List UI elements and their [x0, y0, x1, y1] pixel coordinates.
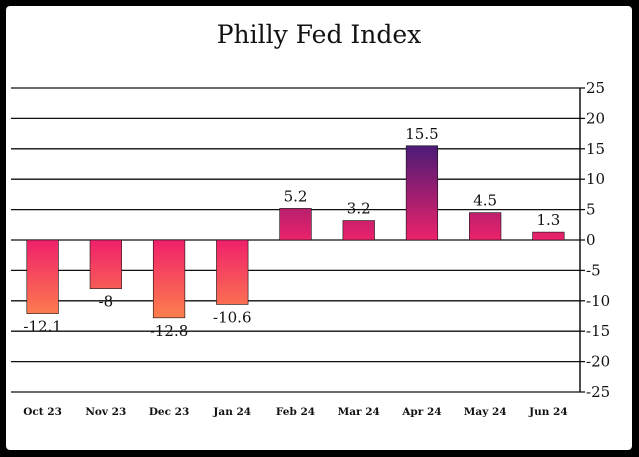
data-label: 4.5	[473, 192, 497, 210]
y-tick-label: 15	[586, 140, 605, 158]
bars	[26, 145, 565, 319]
x-tick-label: Nov 23	[85, 406, 126, 418]
y-tick-label: -20	[586, 353, 610, 371]
data-labels: -12.1 -8 -12.8 -10.6 5.2 3.2 15.5 4.5 1.3	[23, 125, 560, 340]
x-axis: Oct 23 Nov 23 Dec 23 Jan 24 Feb 24 Mar 24 Apr …	[23, 406, 567, 418]
bar-mar-24	[342, 220, 375, 241]
y-tick-label: -5	[586, 261, 601, 279]
y-tick-label: 25	[586, 79, 605, 97]
data-label: -12.1	[23, 318, 61, 336]
x-tick-label: Oct 23	[23, 406, 62, 418]
grid-lines	[11, 87, 580, 393]
bar-feb-24	[279, 208, 312, 241]
y-tick-label: -25	[586, 383, 610, 401]
x-tick-label: Feb 24	[276, 406, 315, 418]
data-label: -10.6	[213, 308, 251, 326]
y-tick-label: 0	[586, 231, 596, 249]
y-tick-label: 5	[586, 201, 596, 219]
y-axis: 25 20 15 10 5 0 -5 -10 -15 -20 -25	[579, 79, 610, 401]
x-tick-label: Jan 24	[212, 406, 251, 418]
data-label: 1.3	[536, 211, 560, 229]
bar-apr-24	[405, 145, 439, 241]
data-label: 5.2	[284, 187, 308, 205]
data-label: 3.2	[347, 200, 371, 218]
bar-jan-24	[216, 239, 249, 305]
x-tick-label: Apr 24	[401, 406, 441, 418]
y-tick-label: -15	[586, 322, 610, 340]
y-tick-label: 10	[586, 170, 605, 188]
y-tick-label: -10	[586, 292, 610, 310]
x-tick-label: Mar 24	[338, 406, 380, 418]
x-tick-label: Jun 24	[528, 406, 568, 418]
bar-nov-23	[89, 239, 122, 289]
bar-jun-24	[532, 231, 565, 241]
chart-frame: Philly Fed Index -12.1 -8 -12.8 -10.6 5.2 3.2…	[6, 6, 632, 450]
y-tick-label: 20	[586, 109, 605, 127]
bar-may-24	[469, 212, 502, 241]
data-label: -8	[99, 293, 114, 311]
x-tick-label: Dec 23	[149, 406, 189, 418]
bar-chart: -12.1 -8 -12.8 -10.6 5.2 3.2 15.5 4.5 1.3 25 20 15…	[11, 79, 610, 418]
bar-dec-23	[152, 239, 186, 319]
data-label: -12.8	[150, 322, 188, 340]
chart-title: Philly Fed Index	[216, 20, 422, 49]
bar-oct-23	[26, 239, 59, 314]
data-label: 15.5	[405, 125, 438, 143]
x-tick-label: May 24	[464, 406, 507, 418]
